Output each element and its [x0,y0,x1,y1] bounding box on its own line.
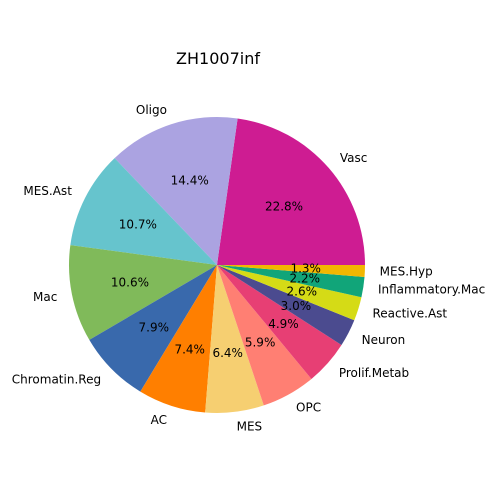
category-label-chromatin-reg: Chromatin.Reg [12,372,101,386]
pct-label-ac: 7.4% [174,343,205,357]
category-label-inflammatory-mac: Inflammatory.Mac [378,282,485,296]
pct-label-mac: 10.6% [111,275,149,289]
pct-label-vasc: 22.8% [265,200,303,214]
category-label-mes-ast: MES.Ast [23,184,72,198]
category-label-mes: MES [237,420,263,434]
pie-slice-vasc [217,118,365,265]
pct-label-chromatin-reg: 7.9% [139,320,170,334]
category-label-mes-hyp: MES.Hyp [380,265,433,279]
pct-label-mes: 6.4% [212,346,243,360]
pct-label-reactive-ast: 2.6% [287,284,318,298]
category-label-mac: Mac [33,290,57,304]
category-label-vasc: Vasc [340,151,367,165]
category-label-reactive-ast: Reactive.Ast [372,306,447,320]
pct-label-prolif-metab: 4.9% [268,317,299,331]
chart-title: ZH1007inf [176,49,260,68]
category-label-neuron: Neuron [362,333,406,347]
pct-label-oligo: 14.4% [171,173,209,187]
pct-label-mes-ast: 10.7% [119,218,157,232]
pct-label-neuron: 3.0% [281,299,312,313]
category-label-opc: OPC [296,400,321,414]
category-label-ac: AC [151,413,167,427]
category-label-oligo: Oligo [136,103,167,117]
pct-label-opc: 5.9% [245,336,276,350]
pct-label-mes-hyp: 1.3% [290,262,321,276]
category-label-prolif-metab: Prolif.Metab [339,366,409,380]
